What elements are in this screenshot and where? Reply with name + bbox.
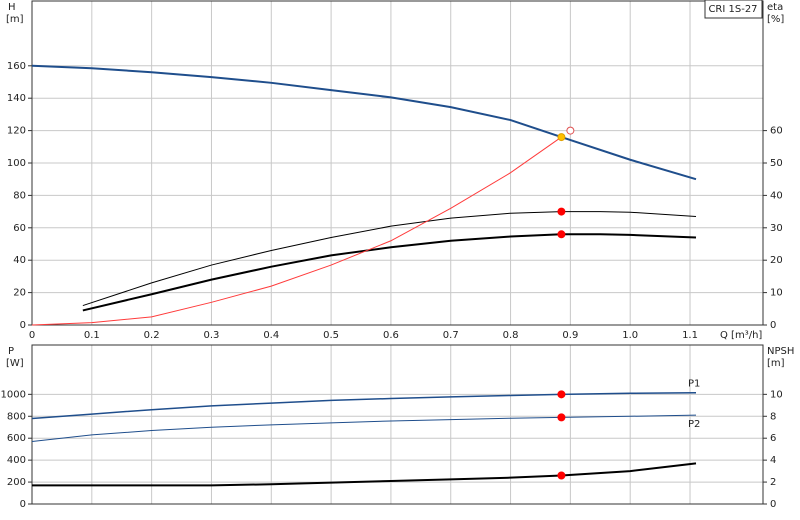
- curve: [82, 211, 697, 307]
- series-label: P1: [688, 379, 700, 390]
- x-tick-label: 0.8: [503, 330, 519, 341]
- x-tick-label: 0.9: [562, 330, 578, 341]
- y2-axis-label: NPSH: [767, 346, 794, 357]
- y-tick-label: 20: [13, 288, 26, 299]
- x-tick-label: 1.0: [622, 330, 638, 341]
- y-tick-label: 800: [7, 411, 26, 422]
- x-tick-label: 0.6: [383, 330, 399, 341]
- y2-tick-label: 2: [770, 477, 776, 488]
- x-tick-label: 0.2: [144, 330, 160, 341]
- x-tick-label: 0: [29, 330, 35, 341]
- y-tick-label: 1000: [1, 389, 26, 400]
- y-axis-label: P: [8, 346, 14, 357]
- plot-frame: [31, 344, 764, 505]
- point-marker: [557, 133, 566, 142]
- y-tick-label: 0: [20, 499, 26, 510]
- y2-axis-unit: [%]: [767, 14, 784, 25]
- y-tick-label: 80: [13, 190, 26, 201]
- y2-tick-label: 60: [770, 126, 783, 137]
- y-tick-label: 200: [7, 477, 26, 488]
- title-box: [704, 0, 763, 19]
- y2-tick-label: 40: [770, 190, 783, 201]
- y2-tick-label: 4: [770, 455, 776, 466]
- y2-tick-label: 10: [770, 288, 783, 299]
- y2-tick-label: 6: [770, 433, 776, 444]
- point-marker: [566, 126, 575, 135]
- curve: [31, 414, 697, 442]
- point-marker: [557, 207, 566, 216]
- plot-frame: [31, 0, 764, 326]
- y2-tick-label: 20: [770, 255, 783, 266]
- curve: [31, 136, 562, 326]
- chart-title: CRI 1S-27: [708, 4, 757, 15]
- y-tick-label: 60: [13, 223, 26, 234]
- y-tick-label: 140: [7, 93, 26, 104]
- x-tick-label: 0.5: [323, 330, 339, 341]
- y2-axis-unit: [m]: [767, 358, 785, 369]
- series-label: P2: [688, 419, 700, 430]
- y-tick-label: 100: [7, 158, 26, 169]
- curve: [82, 233, 697, 312]
- y2-tick-label: 8: [770, 411, 776, 422]
- y2-tick-label: 0: [770, 499, 776, 510]
- point-marker: [557, 230, 566, 239]
- curve: [31, 64, 697, 181]
- x-tick-label: 0.1: [84, 330, 100, 341]
- y-axis-unit: [m]: [6, 14, 24, 25]
- x-tick-label: 0.4: [263, 330, 279, 341]
- y-tick-label: 0: [20, 320, 26, 331]
- y-tick-label: 400: [7, 455, 26, 466]
- y2-tick-label: 10: [770, 389, 783, 400]
- y2-tick-label: 0: [770, 320, 776, 331]
- x-tick-label: 0.7: [443, 330, 459, 341]
- y2-tick-label: 30: [770, 223, 783, 234]
- point-marker: [557, 390, 566, 399]
- y-axis-unit: [W]: [6, 358, 24, 369]
- point-marker: [557, 413, 566, 422]
- curve: [32, 462, 697, 487]
- y-tick-label: 40: [13, 255, 26, 266]
- curve: [31, 391, 697, 420]
- x-tick-label: 1.1: [682, 330, 698, 341]
- y-tick-label: 160: [7, 61, 26, 72]
- y-tick-label: 120: [7, 126, 26, 137]
- y2-tick-label: 50: [770, 158, 783, 169]
- y-axis-label: H: [8, 2, 16, 13]
- y2-axis-label: eta: [767, 2, 783, 13]
- x-axis-label: Q [m³/h]: [720, 330, 762, 341]
- point-marker: [557, 471, 566, 480]
- y-tick-label: 600: [7, 433, 26, 444]
- x-tick-label: 0.3: [204, 330, 220, 341]
